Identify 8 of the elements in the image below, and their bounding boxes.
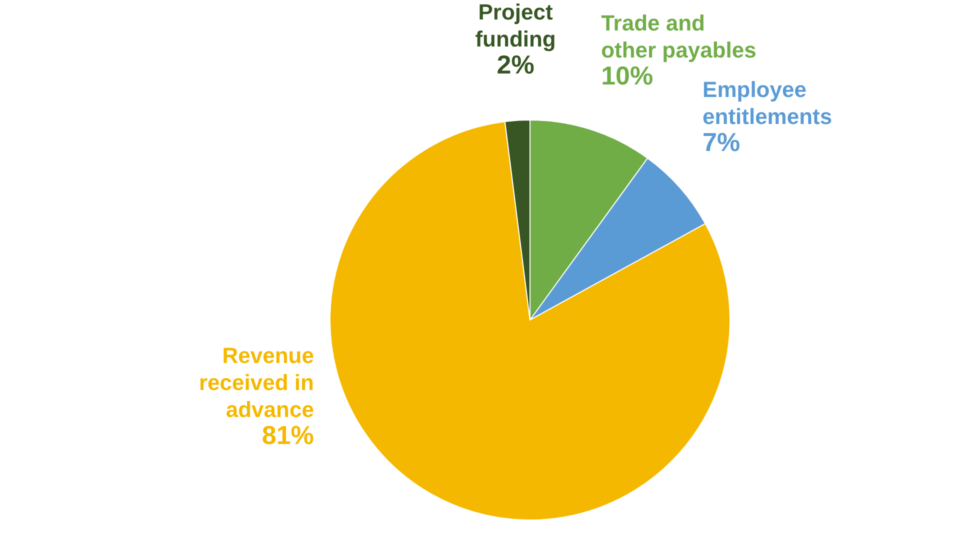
data-label: 81% [262,420,314,450]
slice-label: Project funding [475,0,556,52]
data-label: 7% [702,126,740,157]
data-label: 10% [601,60,654,90]
slice-label: Trade and other payables [601,10,756,62]
slice-label: Employee entitlements [702,76,832,129]
slice-label: Revenue received in advance [198,342,314,422]
data-label: 2% [496,49,534,80]
